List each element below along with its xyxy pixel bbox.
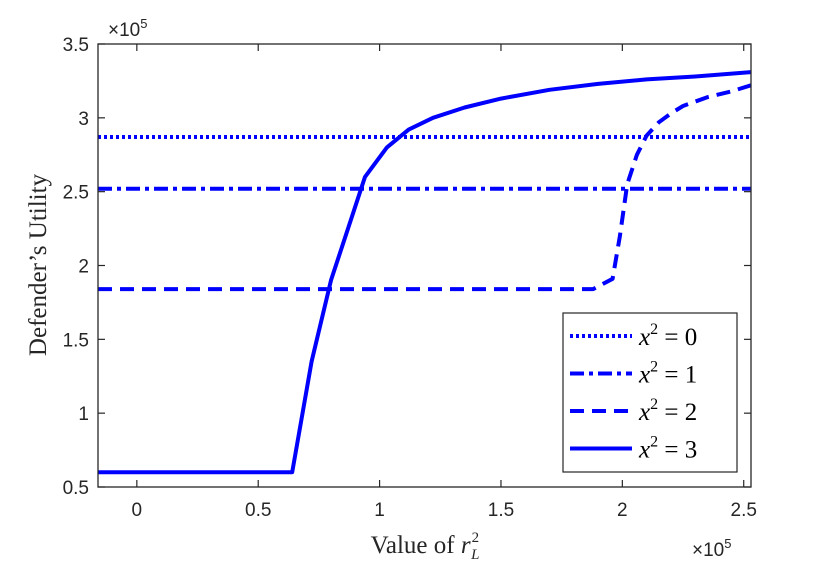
x-tick-label: 0.5 — [245, 500, 271, 521]
y-tick-label: 1.5 — [63, 330, 89, 351]
y-tick-label: 0.5 — [63, 478, 89, 499]
x-tick-label: 0 — [132, 500, 143, 521]
y-tick-label: 2.5 — [63, 183, 89, 204]
x-tick-label: 2 — [617, 500, 628, 521]
y-axis: 0.5 1 1.5 2 2.5 3 3.5 — [63, 35, 751, 499]
y-axis-title: Defender’s Utility — [25, 173, 52, 356]
y-tick-label: 2 — [78, 257, 89, 278]
x-axis: 0 0.5 1 1.5 2 2.5 — [132, 44, 757, 521]
x-axis-title: Value of r2 L — [371, 530, 480, 563]
y-tick-label: 3 — [78, 109, 89, 130]
legend-label: x2 = 2 — [638, 396, 697, 426]
y-tick-label: 1 — [78, 404, 89, 425]
series-line — [98, 70, 751, 475]
legend-label: x2 = 3 — [638, 434, 697, 464]
y-tick-label: 3.5 — [63, 35, 89, 56]
series-layer — [98, 70, 751, 475]
legend-label: x2 = 1 — [638, 359, 697, 389]
legend: x2 = 0 x2 = 1 x2 = 2 x2 = 3 — [562, 312, 738, 473]
x-tick-label: 1 — [374, 500, 385, 521]
y-exponent-label: ×105 — [108, 16, 147, 41]
legend-label: x2 = 0 — [638, 321, 697, 351]
x-tick-label: 1.5 — [488, 500, 514, 521]
series-line — [98, 83, 751, 292]
x-exponent-label: ×105 — [692, 536, 731, 561]
x-tick-label: 2.5 — [731, 500, 757, 521]
legend-box — [562, 312, 738, 473]
